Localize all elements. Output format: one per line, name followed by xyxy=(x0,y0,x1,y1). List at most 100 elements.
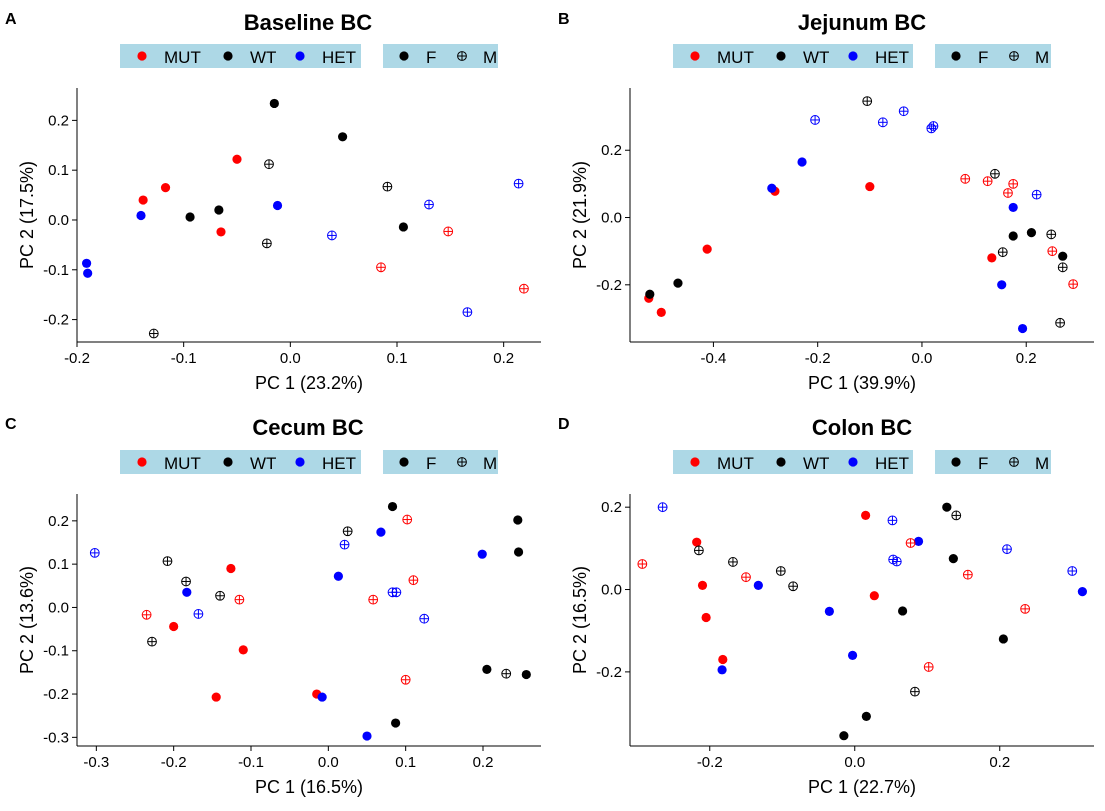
panel-letter: A xyxy=(5,11,17,28)
y-axis-title: PC 2 (21.9%) xyxy=(570,161,590,269)
legend-key-sex-f xyxy=(399,457,409,467)
data-point xyxy=(501,668,512,679)
panel-D: D Colon BC MUT WT HET F M -0.2 0.0 0.2 -0.2 0.0 0.2 P… xyxy=(558,415,1094,797)
data-point xyxy=(160,183,171,193)
data-point xyxy=(1020,603,1031,614)
data-point xyxy=(1067,566,1078,576)
legend-label-wt: WT xyxy=(803,48,829,67)
data-point xyxy=(1026,228,1037,238)
data-point xyxy=(419,613,430,624)
data-point xyxy=(333,571,343,581)
data-point xyxy=(637,559,648,569)
data-point xyxy=(269,98,279,109)
data-point xyxy=(728,557,738,567)
data-point xyxy=(1017,323,1028,334)
legend-key-sex-f xyxy=(951,457,961,467)
legend-label-sex-f: F xyxy=(426,454,436,473)
data-point xyxy=(775,566,786,576)
data-point xyxy=(368,594,379,605)
data-point xyxy=(1055,317,1066,328)
data-point xyxy=(847,650,858,661)
data-point xyxy=(169,621,179,632)
legend-key-sex-m xyxy=(457,457,467,467)
data-point xyxy=(861,711,871,721)
data-point xyxy=(673,278,683,288)
legend-key-sex-m xyxy=(1009,51,1019,61)
data-point xyxy=(238,645,248,655)
data-point xyxy=(717,665,727,675)
y-tick-label: 0.0 xyxy=(601,582,622,599)
data-point xyxy=(232,154,242,164)
legend-label-mut: MUT xyxy=(164,454,201,473)
legend-key-sex-f xyxy=(399,51,409,61)
x-tick-label: 0.1 xyxy=(387,350,408,367)
x-axis-title: PC 1 (23.2%) xyxy=(255,373,363,393)
data-point xyxy=(788,581,799,592)
legend-key-wt xyxy=(223,457,233,467)
data-point xyxy=(387,501,398,512)
x-tick-label: 0.0 xyxy=(844,754,865,771)
y-tick-label: -0.1 xyxy=(43,643,69,660)
data-point xyxy=(148,328,159,339)
legend-key-sex-m xyxy=(1009,457,1019,467)
data-point xyxy=(138,195,148,205)
y-axis-title: PC 2 (17.5%) xyxy=(17,161,37,269)
data-point xyxy=(513,515,523,525)
data-point xyxy=(962,569,973,580)
data-point xyxy=(810,115,820,125)
data-point xyxy=(891,556,902,567)
data-point xyxy=(839,731,849,741)
data-point xyxy=(1031,189,1042,200)
legend-label-mut: MUT xyxy=(717,48,754,67)
legend-label-mut: MUT xyxy=(164,48,201,67)
legend-genotype-box xyxy=(120,450,361,474)
legend-key-mut xyxy=(137,457,147,467)
x-tick-label: -0.2 xyxy=(64,350,90,367)
data-point xyxy=(376,262,386,273)
y-tick-label: 0.2 xyxy=(601,499,622,516)
data-point xyxy=(424,199,434,210)
scatter-points xyxy=(644,96,1079,334)
legend-key-het xyxy=(295,457,305,467)
legend: MUT WT HET F M xyxy=(120,450,498,474)
panel-letter: B xyxy=(558,11,570,28)
legend-key-mut xyxy=(690,457,700,467)
data-point xyxy=(513,178,524,189)
y-tick-label: 0.2 xyxy=(48,112,69,129)
data-point xyxy=(234,594,245,605)
data-point xyxy=(521,669,531,680)
legend: MUT WT HET F M xyxy=(673,44,1051,68)
panel-letter: C xyxy=(5,416,17,433)
data-point xyxy=(656,307,666,317)
legend-key-het xyxy=(848,51,858,61)
data-point xyxy=(657,502,668,513)
x-axis-title: PC 1 (16.5%) xyxy=(255,777,363,797)
data-point xyxy=(877,117,888,128)
legend-key-wt xyxy=(776,51,786,61)
data-point xyxy=(398,222,408,232)
legend-key-het xyxy=(848,457,858,467)
x-tick-label: 0.0 xyxy=(280,350,301,367)
data-point xyxy=(693,545,704,556)
data-point xyxy=(338,132,348,142)
data-point xyxy=(865,181,875,192)
scatter-points xyxy=(82,98,529,339)
data-point xyxy=(753,580,763,591)
data-point xyxy=(898,606,908,616)
data-point xyxy=(898,106,909,117)
data-point xyxy=(342,526,353,537)
data-point xyxy=(1008,202,1018,213)
data-point xyxy=(692,537,702,547)
x-axis-title: PC 1 (39.9%) xyxy=(808,373,916,393)
data-point xyxy=(824,606,834,616)
y-tick-label: -0.2 xyxy=(596,664,622,681)
panel-C: C Cecum BC MUT WT HET F M -0.3 -0.2 -0.1 0.0 0.1 0.2… xyxy=(5,415,541,797)
y-tick-label: 0.0 xyxy=(48,212,69,229)
data-point xyxy=(400,674,411,685)
panel-A: A Baseline BC MUT WT HET F M -0.2 -0.1 0.0 0.1 0.2 -… xyxy=(5,10,541,393)
legend: MUT WT HET F M xyxy=(120,44,498,68)
data-point xyxy=(211,692,221,702)
x-tick-label: 0.0 xyxy=(912,350,933,367)
y-tick-label: -0.2 xyxy=(43,312,69,329)
